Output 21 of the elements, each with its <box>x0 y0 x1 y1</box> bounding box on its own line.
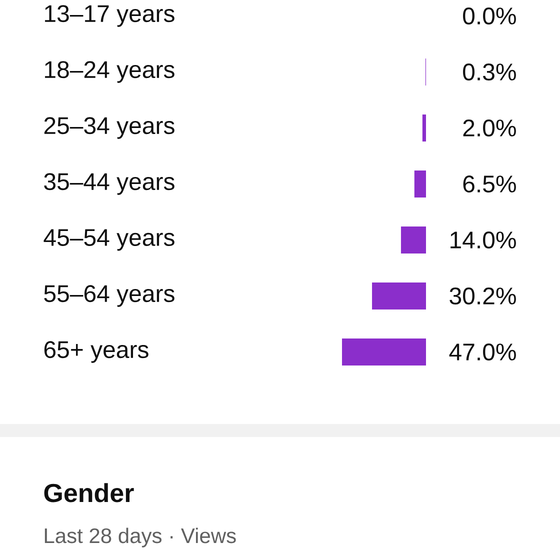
bar <box>414 170 426 198</box>
y-tick-label: 45–54 years <box>44 229 174 251</box>
text: Last 28 days · Views <box>44 528 236 548</box>
y-tick-label: 18–24 years <box>45 61 174 83</box>
bar <box>422 114 426 142</box>
y-tick-label: 55–64 years <box>44 285 174 307</box>
data-label: 6.5% <box>463 176 516 192</box>
data-label: 47.0% <box>449 344 516 360</box>
data-label: 14.0% <box>450 232 516 248</box>
data-label: 2.0% <box>463 120 516 136</box>
y-tick-label: 65+ years <box>44 341 148 363</box>
text: Gender <box>44 483 134 502</box>
bar <box>372 282 426 310</box>
y-tick-label: 13–17 years <box>45 5 174 27</box>
bar <box>400 226 426 254</box>
bar <box>342 338 426 366</box>
data-label: 0.3% <box>463 64 516 80</box>
y-tick-label: 35–44 years <box>44 173 174 195</box>
y-tick-label: 25–34 years <box>44 117 174 139</box>
data-label: 0.0% <box>463 8 516 24</box>
data-label: 30.2% <box>450 288 516 304</box>
